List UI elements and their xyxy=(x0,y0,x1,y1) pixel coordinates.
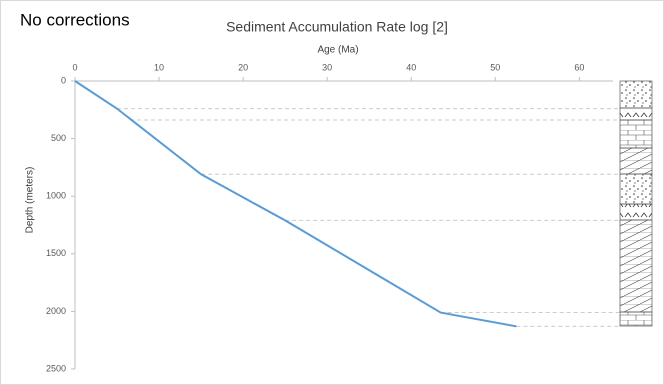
y-tick-label: 2000 xyxy=(46,306,66,316)
data-line xyxy=(74,80,517,328)
x-tick-label: 20 xyxy=(238,62,248,72)
chart-title: Sediment Accumulation Rate log [2] xyxy=(226,19,448,35)
x-tick-label: 10 xyxy=(154,62,164,72)
y-axis-label: Depth (meters) xyxy=(25,167,36,234)
y-tick-label: 0 xyxy=(61,75,66,85)
y-tick-label: 500 xyxy=(51,133,66,143)
y-tick-label: 1500 xyxy=(46,248,66,258)
x-tick-label: 60 xyxy=(574,62,584,72)
x-tick-label: 0 xyxy=(72,62,77,72)
y-tick-label: 2500 xyxy=(46,363,66,373)
x-axis-label: Age (Ma) xyxy=(317,45,358,56)
x-tick-label: 30 xyxy=(322,62,332,72)
y-tick-label: 1000 xyxy=(46,191,66,201)
lithology-column xyxy=(619,80,653,327)
annotation: No corrections xyxy=(20,10,130,29)
x-tick-label: 40 xyxy=(406,62,416,72)
x-tick-label: 50 xyxy=(490,62,500,72)
